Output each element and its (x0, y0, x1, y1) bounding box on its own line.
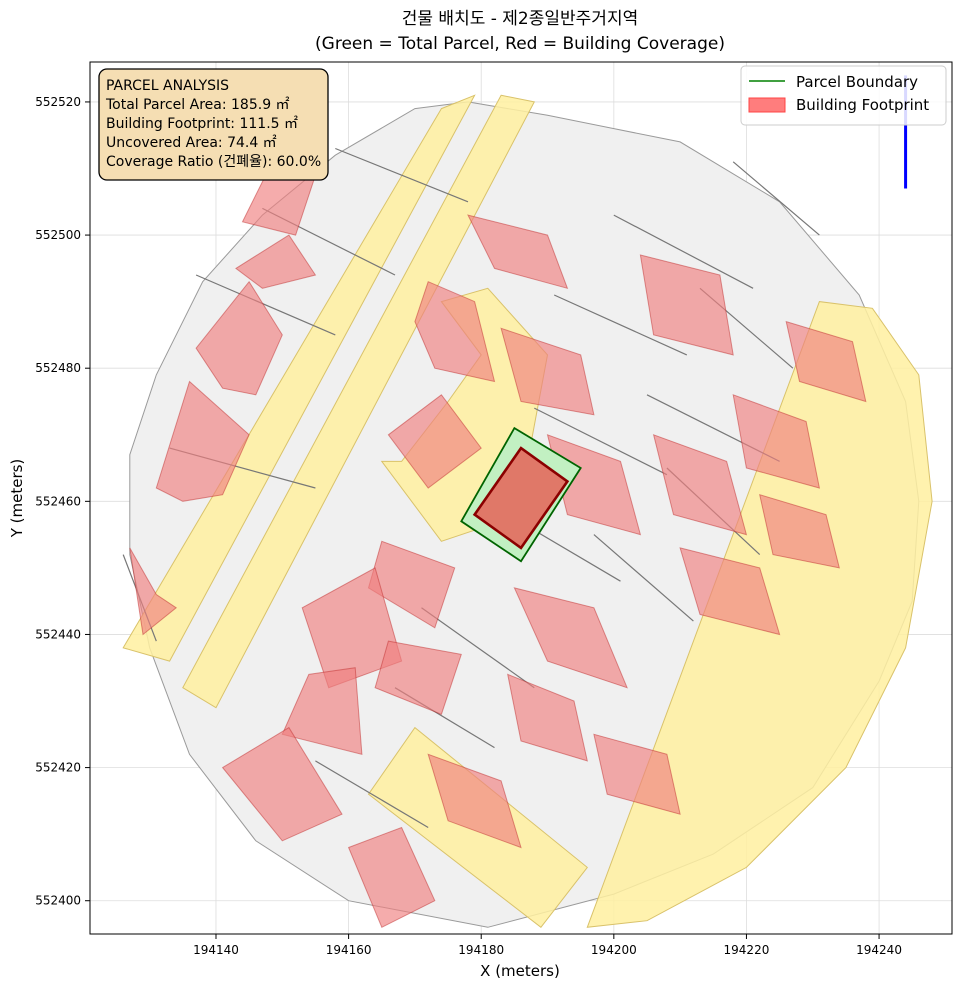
y-tick-label: 552440 (35, 627, 81, 641)
y-tick-label: 552500 (35, 228, 81, 242)
parcel-line (553, 294, 688, 356)
building-footprint (732, 394, 821, 489)
building-footprint (414, 281, 496, 383)
legend-frame (740, 65, 947, 126)
y-tick-label: 552420 (35, 761, 81, 775)
parcel-line (335, 147, 469, 203)
parcel-analysis-title: PARCEL ANALYSIS (106, 78, 229, 94)
x-tick-label: 194220 (724, 943, 770, 957)
x-tick-label: 194180 (458, 943, 504, 957)
building-footprint (155, 380, 250, 502)
x-tick-label: 194240 (856, 943, 902, 957)
building-footprint (639, 254, 734, 356)
parcel-analysis-line-2: Building Footprint: 111.5 ㎡ (106, 116, 298, 132)
parcel-analysis-background (98, 68, 329, 181)
building-footprint (759, 493, 840, 569)
x-tick-label: 194200 (591, 943, 637, 957)
building-footprint (347, 826, 436, 928)
y-tick-label: 552460 (35, 494, 81, 508)
plot-content (90, 62, 952, 934)
building-footprint (374, 640, 462, 715)
plot-frame (89, 61, 953, 935)
y-tick-label: 552480 (35, 361, 81, 375)
parcel-analysis-line-1: Total Parcel Area: 185.9 ㎡ (105, 97, 290, 113)
chart-title: 건물 배치도 - 제2종일반주거지역 (402, 9, 638, 29)
road (182, 94, 536, 709)
building-footprint (652, 434, 748, 536)
parcel-line (315, 760, 429, 829)
building-footprint (593, 733, 681, 815)
building-footprint (785, 320, 867, 403)
y-axis-label: Y (meters) (8, 459, 26, 539)
building-footprint (195, 280, 283, 396)
building-footprint (281, 667, 363, 755)
y-axis-ticks: 552400 552420 552440 552460 552480 552500 5525… (35, 95, 90, 908)
building-footprint (679, 547, 781, 636)
building-footprint (427, 753, 522, 849)
building-footprint (467, 214, 569, 290)
parcel-line (732, 161, 820, 236)
building-footprint (513, 587, 628, 689)
parcel-line (195, 274, 336, 336)
parcel-analysis-line-3: Uncovered Area: 74.4 ㎡ (106, 135, 277, 151)
parcel-analysis-box: PARCEL ANALYSIS Total Parcel Area: 185.9… (98, 68, 329, 181)
building-footprint (129, 547, 178, 636)
x-axis-label: X (meters) (480, 962, 560, 980)
y-tick-label: 552520 (35, 95, 81, 109)
parcel-line (534, 407, 668, 476)
x-tick-label: 194160 (326, 943, 372, 957)
building-footprint (235, 234, 317, 289)
legend-building-footprint-swatch (748, 97, 786, 113)
chart-subtitle: (Green = Total Parcel, Red = Building Co… (315, 34, 725, 54)
building-footprint (221, 726, 343, 842)
x-tick-label: 194140 (193, 943, 239, 957)
parcel-analysis-line-4: Coverage Ratio (건폐율): 60.0% (106, 154, 321, 170)
x-axis-ticks: 194140 194160 194180 194200 194220 194240 (193, 934, 902, 957)
parcel-line (421, 607, 535, 689)
parcel-line (593, 534, 694, 622)
building-footprint (500, 327, 595, 416)
building-footprint (507, 673, 588, 762)
parcel-line (613, 214, 754, 289)
legend-building-footprint-label: Building Footprint (796, 96, 929, 114)
y-tick-label: 552400 (35, 894, 81, 908)
legend: Parcel Boundary Building Footprint (740, 65, 947, 126)
legend-parcel-boundary-label: Parcel Boundary (796, 73, 918, 91)
target-building (472, 446, 570, 550)
building-footprint (387, 394, 482, 489)
